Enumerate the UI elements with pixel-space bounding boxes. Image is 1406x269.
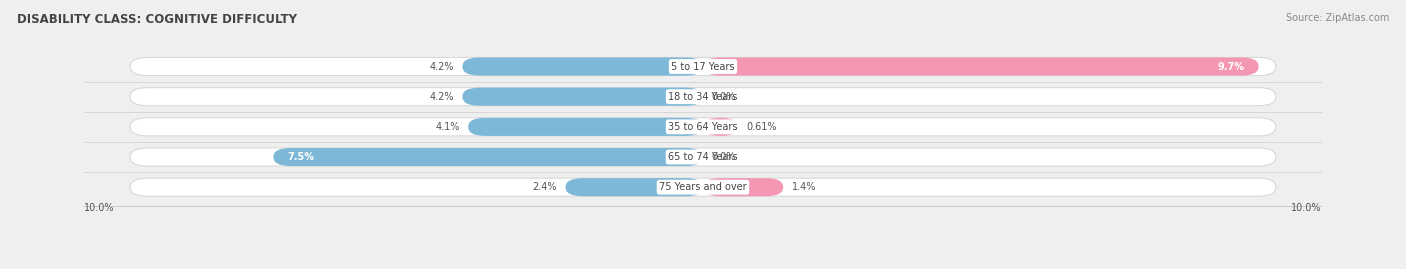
- FancyBboxPatch shape: [131, 88, 1275, 106]
- FancyBboxPatch shape: [468, 118, 703, 136]
- FancyBboxPatch shape: [463, 58, 703, 76]
- Text: 2.4%: 2.4%: [533, 182, 557, 192]
- Text: 4.1%: 4.1%: [436, 122, 460, 132]
- Text: 4.2%: 4.2%: [429, 92, 454, 102]
- Text: 4.2%: 4.2%: [429, 62, 454, 72]
- Text: 75 Years and over: 75 Years and over: [659, 182, 747, 192]
- Text: Source: ZipAtlas.com: Source: ZipAtlas.com: [1285, 13, 1389, 23]
- FancyBboxPatch shape: [703, 58, 1258, 76]
- FancyBboxPatch shape: [131, 58, 1275, 76]
- Text: 0.0%: 0.0%: [711, 152, 735, 162]
- FancyBboxPatch shape: [703, 118, 738, 136]
- FancyBboxPatch shape: [463, 88, 703, 106]
- Text: 9.7%: 9.7%: [1218, 62, 1244, 72]
- FancyBboxPatch shape: [273, 148, 703, 166]
- Text: 10.0%: 10.0%: [1291, 203, 1322, 213]
- FancyBboxPatch shape: [131, 148, 1275, 166]
- Text: 0.0%: 0.0%: [711, 92, 735, 102]
- Text: 5 to 17 Years: 5 to 17 Years: [671, 62, 735, 72]
- FancyBboxPatch shape: [131, 118, 1275, 136]
- Text: 65 to 74 Years: 65 to 74 Years: [668, 152, 738, 162]
- FancyBboxPatch shape: [565, 178, 703, 196]
- Text: 7.5%: 7.5%: [288, 152, 315, 162]
- Text: 0.61%: 0.61%: [747, 122, 778, 132]
- FancyBboxPatch shape: [131, 178, 1275, 196]
- Text: 10.0%: 10.0%: [84, 203, 115, 213]
- FancyBboxPatch shape: [703, 178, 783, 196]
- Text: DISABILITY CLASS: COGNITIVE DIFFICULTY: DISABILITY CLASS: COGNITIVE DIFFICULTY: [17, 13, 297, 26]
- Text: 1.4%: 1.4%: [792, 182, 815, 192]
- Text: 35 to 64 Years: 35 to 64 Years: [668, 122, 738, 132]
- Text: 18 to 34 Years: 18 to 34 Years: [668, 92, 738, 102]
